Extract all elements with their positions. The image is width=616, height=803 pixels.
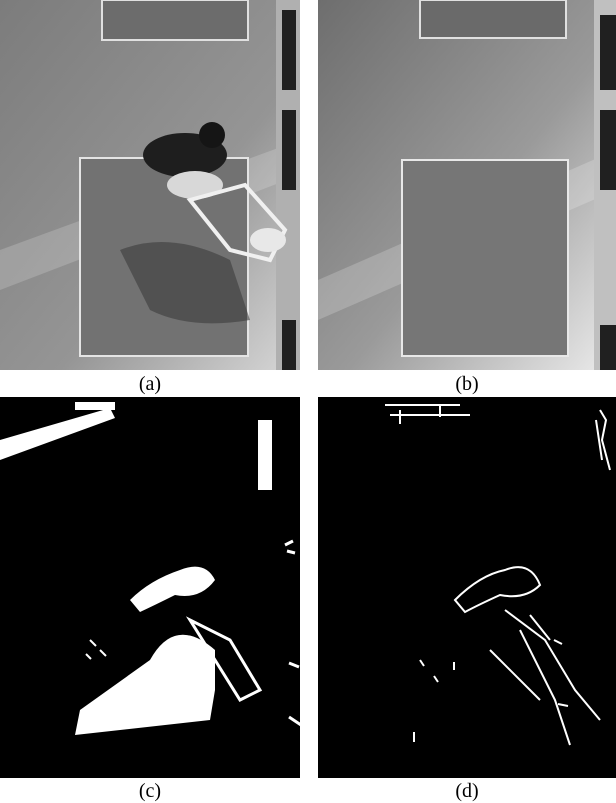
panel-a — [0, 0, 300, 370]
rug — [420, 0, 566, 38]
window — [600, 325, 616, 370]
panel-b — [318, 0, 616, 370]
caption: (b) — [455, 373, 478, 395]
window — [600, 110, 616, 190]
window — [282, 110, 296, 190]
edge-background — [318, 397, 616, 778]
rug — [102, 0, 248, 40]
window — [600, 15, 616, 90]
caption: (d) — [455, 780, 478, 802]
mask-region — [75, 402, 115, 410]
person-head — [199, 122, 225, 148]
window — [282, 10, 296, 90]
walker-seat — [250, 228, 286, 252]
panel-c — [0, 397, 301, 778]
panel-d — [318, 397, 616, 778]
mask-region — [258, 420, 272, 490]
rug — [402, 160, 568, 356]
window — [282, 320, 296, 370]
page: (a) (b) (c) (d) (() => { const data = JS… — [0, 0, 616, 803]
caption: (a) — [139, 373, 161, 395]
caption: (c) — [139, 780, 161, 802]
figure: (a) (b) (c) (d) — [0, 0, 616, 803]
